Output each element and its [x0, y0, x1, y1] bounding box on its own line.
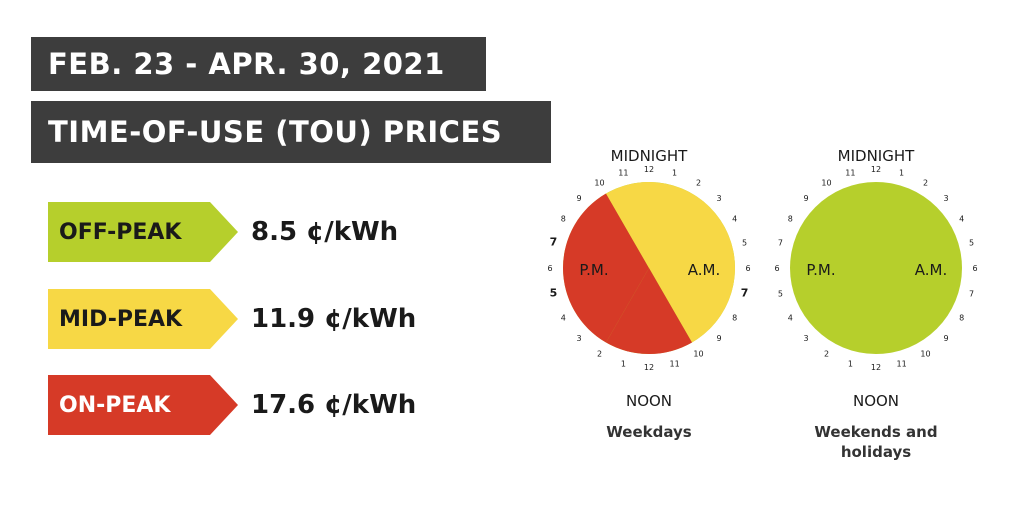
hour-label: 3 [803, 334, 808, 343]
pie-slice-mid-peak [606, 182, 735, 343]
hour-label: 6 [972, 264, 977, 273]
hour-label: 1 [621, 360, 626, 369]
hour-label: 1 [899, 168, 904, 177]
hour-label: 11 [845, 168, 855, 177]
mid-peak-price: 11.9 ¢/kWh [251, 304, 417, 334]
hour-label: 6 [547, 264, 552, 273]
title-text: TIME-OF-USE (TOU) PRICES [48, 114, 503, 149]
on-peak-label: ON-PEAK [59, 392, 171, 418]
hour-label: 3 [716, 194, 721, 203]
hour-label: 5 [550, 287, 558, 300]
chart-title: Weekends and [814, 423, 937, 441]
date-range-text: FEB. 23 - APR. 30, 2021 [48, 46, 445, 81]
on-peak-tag: ON-PEAK [48, 375, 238, 435]
hour-label: 10 [821, 178, 831, 187]
hour-label: 4 [732, 215, 737, 224]
noon-label: NOON [853, 392, 899, 410]
hour-label: 8 [732, 314, 737, 323]
hour-label: 9 [716, 334, 721, 343]
off-peak-price: 8.5 ¢/kWh [251, 217, 399, 247]
off-peak-tag: OFF-PEAK [48, 202, 238, 262]
hour-label: 7 [969, 290, 974, 299]
hour-label: 3 [943, 194, 948, 203]
hour-label: 8 [561, 215, 566, 224]
hour-label: 11 [670, 360, 680, 369]
chart-title: holidays [841, 443, 911, 461]
hour-label: 5 [778, 290, 783, 299]
hour-label: 10 [920, 350, 930, 359]
hour-label: 7 [778, 238, 783, 247]
clock-face [790, 182, 962, 354]
mid-peak-label: MID-PEAK [59, 306, 183, 332]
pm-label: P.M. [579, 261, 608, 279]
midnight-label: MIDNIGHT [611, 147, 688, 165]
date-range-banner: FEB. 23 - APR. 30, 2021 [31, 37, 486, 91]
hour-label: 1 [672, 168, 677, 177]
hour-label: 11 [897, 360, 907, 369]
am-label: A.M. [915, 261, 947, 279]
hour-label: 12 [871, 363, 881, 372]
hour-label: 1 [848, 360, 853, 369]
hour-label: 7 [741, 287, 749, 300]
pie-slice-on-peak [606, 268, 692, 355]
am-label: A.M. [688, 261, 720, 279]
clock-chart-2: 12 1234567891011121234567891011A.M.P.M.MI… [774, 147, 977, 461]
hour-label: 12 [644, 165, 654, 174]
hour-label: 3 [576, 334, 581, 343]
hour-label: 4 [561, 314, 566, 323]
pm-label: P.M. [806, 261, 835, 279]
mid-peak-tag: MID-PEAK [48, 289, 238, 349]
hour-label: 2 [597, 350, 602, 359]
hour-label: 12 [871, 165, 881, 174]
hour-label: 5 [742, 238, 747, 247]
hour-label: 4 [959, 215, 964, 224]
midnight-label: MIDNIGHT [838, 147, 915, 165]
off-peak-label: OFF-PEAK [59, 219, 182, 245]
hour-label: 7 [550, 235, 558, 248]
hour-label: 10 [693, 350, 703, 359]
hour-label: 9 [576, 194, 581, 203]
noon-label: NOON [626, 392, 672, 410]
hour-label: 2 [696, 178, 701, 187]
on-peak-price: 17.6 ¢/kWh [251, 390, 417, 420]
chart-title: Weekdays [606, 423, 692, 441]
hour-label: 2 [824, 350, 829, 359]
hour-label: 12 [644, 363, 654, 372]
hour-label: 8 [959, 314, 964, 323]
hour-label: 8 [788, 215, 793, 224]
pie-slice-on-peak [562, 193, 649, 343]
hour-label: 9 [943, 334, 948, 343]
hour-label: 10 [594, 178, 604, 187]
clock-chart-1: 12 1234567891011121234567891011A.M.P.M.MI… [547, 147, 750, 441]
hour-label: 9 [803, 194, 808, 203]
hour-label: 6 [774, 264, 779, 273]
hour-label: 2 [923, 178, 928, 187]
hour-label: 11 [618, 168, 628, 177]
hour-label: 5 [969, 238, 974, 247]
title-banner: TIME-OF-USE (TOU) PRICES [31, 101, 551, 163]
hour-label: 6 [745, 264, 750, 273]
hour-label: 4 [788, 314, 793, 323]
